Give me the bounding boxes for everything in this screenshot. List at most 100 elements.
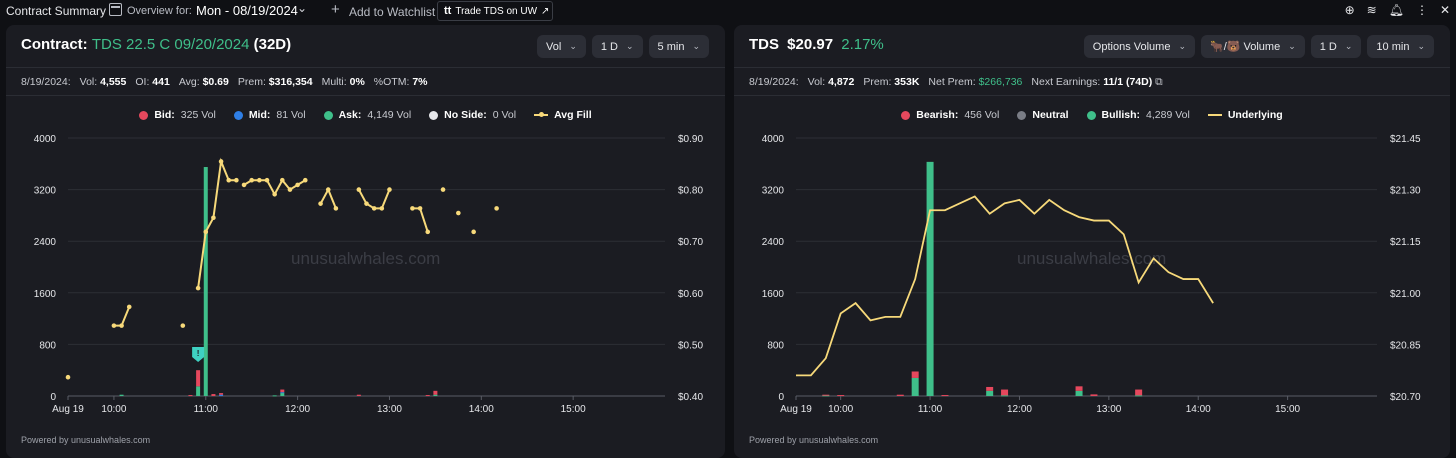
y2-tick-label: $21.30 xyxy=(1390,186,1421,197)
range-select[interactable]: 1 D ⌄ xyxy=(1310,35,1362,58)
avg-fill-point xyxy=(333,206,339,211)
menu-lines-icon[interactable]: ≋ xyxy=(1366,3,1377,17)
avg-fill-point xyxy=(295,182,300,188)
calendar-icon[interactable] xyxy=(109,3,122,16)
plus-icon[interactable]: + xyxy=(331,1,340,18)
contract-name[interactable]: TDS 22.5 C 09/20/2024 xyxy=(91,36,250,53)
interval-select-value: 5 min xyxy=(657,40,685,53)
contract-volume-chart: 0 800 1600 2400 3200 4000 $0.40 $0.50 $0.60 $0.70… xyxy=(34,134,704,415)
watermark: unusualwhales.com xyxy=(291,249,441,268)
stat-date: 8/19/2024: xyxy=(21,76,71,88)
top-bar: Contract Summary Overview for: Mon - 08/… xyxy=(0,0,1456,22)
y-tick-label: 1600 xyxy=(762,289,785,300)
legend-bearish[interactable]: Bearish: 456 Vol xyxy=(901,109,999,121)
x-tick-label: 11:00 xyxy=(194,404,219,415)
metric-select[interactable]: Vol ⌄ xyxy=(537,35,586,58)
stat-next-earnings[interactable]: Next Earnings: 11/1 (74D) ⧉ xyxy=(1031,76,1163,88)
avg-fill-point xyxy=(257,177,262,183)
y2-tick-label: $0.60 xyxy=(678,289,703,300)
x-tick-label: Aug 19 xyxy=(52,404,84,415)
bell-icon[interactable]: 🔔︎ xyxy=(1388,3,1404,17)
bid-bar xyxy=(219,393,224,395)
bearish-bar xyxy=(1135,389,1143,396)
avg-fill-point xyxy=(264,177,270,183)
y2-tick-label: $0.80 xyxy=(678,186,703,197)
ticker-change: 2.17% xyxy=(841,36,884,53)
ticker[interactable]: TDS xyxy=(749,36,779,53)
contract-stats: 8/19/2024: Vol: 4,555 OI: 441 Avg: $0.69… xyxy=(21,76,428,88)
avg-fill-point xyxy=(325,187,331,192)
ask-bar xyxy=(196,386,201,396)
range-select-value: 1 D xyxy=(600,40,618,53)
contract-panel: Contract: TDS 22.5 C 09/20/2024 (32D) Vo… xyxy=(6,25,725,458)
date-selector[interactable]: Mon - 08/19/2024 xyxy=(196,3,298,18)
interval-select[interactable]: 10 min ⌄ xyxy=(1367,35,1434,58)
y-tick-label: 3200 xyxy=(762,186,785,197)
plus-circle-icon[interactable]: ⊕ xyxy=(1344,3,1355,17)
interval-select[interactable]: 5 min ⌄ xyxy=(648,35,709,58)
mid-dot-icon xyxy=(233,110,243,120)
y-tick-label: 800 xyxy=(767,340,784,351)
trade-on-uw-button[interactable]: tt Trade TDS on UW ↗ xyxy=(437,1,553,21)
legend-avg-fill[interactable]: Avg Fill xyxy=(534,109,592,121)
bullish-bar xyxy=(1075,390,1083,396)
chevron-down-icon: ⌄ xyxy=(1288,41,1296,51)
legend-no-side[interactable]: No Side: 0 Vol xyxy=(429,109,516,121)
y-tick-label: 4000 xyxy=(762,134,785,145)
more-vertical-icon[interactable]: ⋮ xyxy=(1415,3,1428,17)
legend-bullish[interactable]: Bullish: 4,289 Vol xyxy=(1086,109,1190,121)
page-title: Contract Summary xyxy=(6,4,107,18)
ask-bar xyxy=(203,167,208,396)
y-tick-label: 4000 xyxy=(34,134,57,145)
avg-fill-point xyxy=(371,206,377,211)
bearish-bar xyxy=(1075,386,1083,391)
chevron-down-icon: ⌄ xyxy=(569,41,577,51)
x-tick-label: 14:00 xyxy=(1186,404,1211,415)
options-volume-select[interactable]: Options Volume ⌄ xyxy=(1083,35,1195,58)
underlying-controls: Options Volume ⌄ 🐂/🐻 Volume ⌄ 1 D ⌄ 10 min ⌄ xyxy=(1083,35,1434,58)
avg-fill-line xyxy=(412,207,429,233)
mid-bar xyxy=(280,392,285,394)
bid-bar xyxy=(280,389,285,393)
bearish-bar xyxy=(822,394,830,396)
y2-tick-label: $20.70 xyxy=(1390,392,1421,403)
avg-fill-point xyxy=(234,177,239,183)
underlying-line xyxy=(796,195,1214,377)
bearish-dot-icon xyxy=(901,110,911,120)
avg-fill-point xyxy=(379,206,385,211)
x-tick-label: 15:00 xyxy=(1275,404,1300,415)
avg-fill-point xyxy=(226,177,232,183)
avg-fill-point xyxy=(471,229,476,235)
x-tick-label: 10:00 xyxy=(101,404,126,415)
divider xyxy=(734,67,1450,68)
legend-underlying[interactable]: Underlying xyxy=(1207,109,1283,121)
avg-fill-point xyxy=(211,215,216,221)
range-select[interactable]: 1 D ⌄ xyxy=(591,35,643,58)
bearish-bar xyxy=(896,394,904,396)
avg-fill-point xyxy=(218,159,224,164)
y-tick-label: 3200 xyxy=(34,186,57,197)
underlying-panel: TDS $20.97 2.17% Options Volume ⌄ 🐂/🐻 Vol… xyxy=(734,25,1450,458)
y2-tick-label: $0.90 xyxy=(678,134,703,145)
bullish-bar xyxy=(1135,395,1143,397)
stat-prem: Prem: $316,354 xyxy=(237,76,313,88)
close-icon[interactable]: ✕ xyxy=(1439,3,1450,17)
add-to-watchlist-button[interactable]: Add to Watchlist xyxy=(349,5,436,19)
legend-bid[interactable]: Bid: 325 Vol xyxy=(139,109,216,121)
avg-fill-line-icon xyxy=(534,112,549,117)
divider xyxy=(6,67,725,68)
bearish-bar xyxy=(911,371,919,378)
avg-fill-line xyxy=(319,187,337,209)
avg-fill-point xyxy=(241,182,247,188)
chevron-down-icon[interactable]: ⌄ xyxy=(297,1,308,15)
ask-bar xyxy=(280,392,285,396)
y-tick-label: 0 xyxy=(778,392,784,403)
legend-mid[interactable]: Mid: 81 Vol xyxy=(233,109,306,121)
y-tick-label: 800 xyxy=(39,340,56,351)
legend-neutral[interactable]: Neutral xyxy=(1017,109,1069,121)
legend-ask[interactable]: Ask: 4,149 Vol xyxy=(323,109,411,121)
bull-bear-volume-select[interactable]: 🐂/🐻 Volume ⌄ xyxy=(1201,35,1305,58)
powered-by: Powered by unusualwhales.com xyxy=(21,435,151,445)
avg-fill-point xyxy=(126,304,132,310)
x-tick-label: 11:00 xyxy=(918,404,943,415)
